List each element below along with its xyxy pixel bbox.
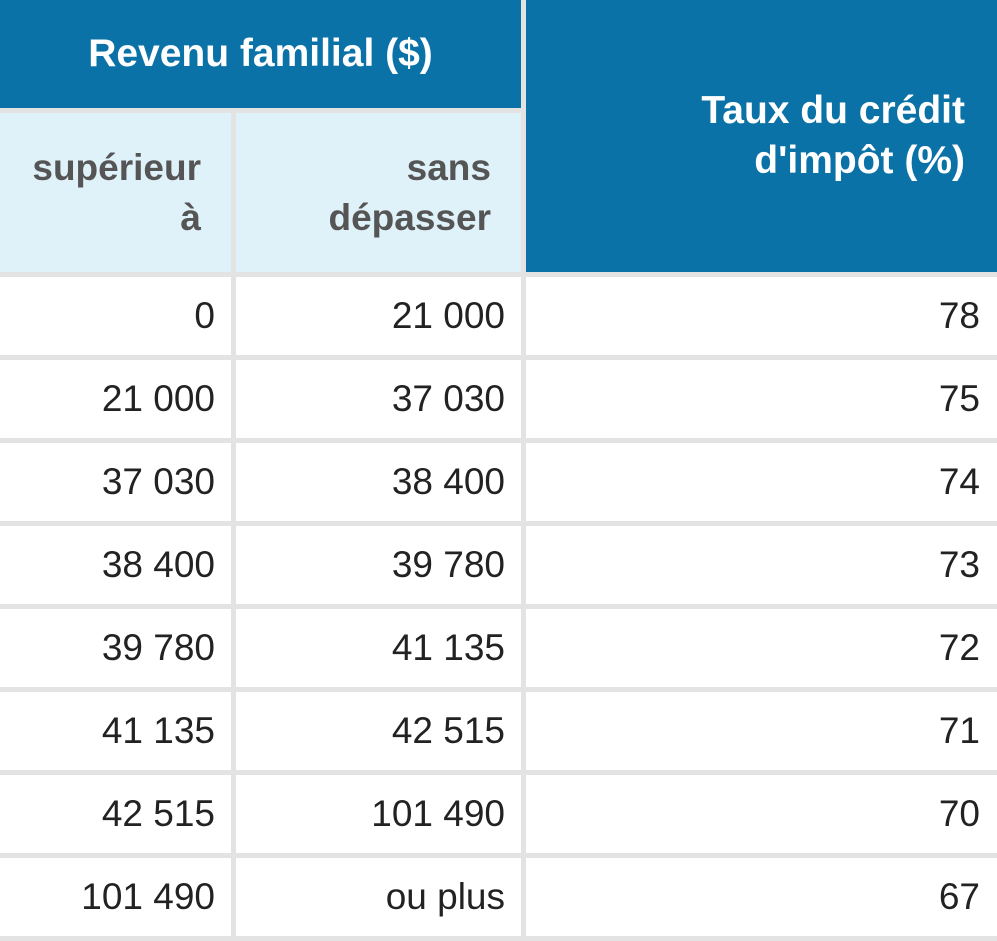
table-cell-upper: 101 490 (236, 775, 521, 853)
table-cell-upper: 42 515 (236, 692, 521, 770)
table-cell-lower: 38 400 (0, 526, 231, 604)
table-cell-rate: 75 (526, 360, 997, 438)
table-cell-lower: 21 000 (0, 360, 231, 438)
table-cell-lower: 0 (0, 277, 231, 355)
table-cell-upper: 37 030 (236, 360, 521, 438)
subheader-sans-depasser: sans dépasser (236, 113, 521, 272)
header-revenu-familial-label: Revenu familial ($) (88, 32, 433, 75)
table-cell-upper: 41 135 (236, 609, 521, 687)
table-cell-rate: 73 (526, 526, 997, 604)
table-cell-rate: 71 (526, 692, 997, 770)
header-taux-line2: d'impôt (%) (754, 139, 965, 182)
subheader-superieur: supérieur à (0, 113, 231, 272)
subheader-superieur-line2: à (180, 196, 201, 238)
table-cell-rate: 70 (526, 775, 997, 853)
table-cell-rate: 72 (526, 609, 997, 687)
table-cell-rate: 74 (526, 443, 997, 521)
table-cell-upper: 39 780 (236, 526, 521, 604)
header-taux-line1: Taux du crédit (701, 89, 965, 132)
table-cell-rate: 78 (526, 277, 997, 355)
table-cell-lower: 41 135 (0, 692, 231, 770)
subheader-sans-line1: sans (406, 146, 491, 188)
table-cell-upper: 21 000 (236, 277, 521, 355)
table-cell-lower: 37 030 (0, 443, 231, 521)
table-cell-upper: 38 400 (236, 443, 521, 521)
header-taux-credit: Taux du crédit d'impôt (%) (526, 0, 997, 272)
table-cell-lower: 101 490 (0, 858, 231, 936)
table-cell-lower: 39 780 (0, 609, 231, 687)
table-cell-rate: 67 (526, 858, 997, 936)
subheader-sans-line2: dépasser (328, 196, 492, 238)
table-cell-lower: 42 515 (0, 775, 231, 853)
subheader-superieur-line1: supérieur (32, 146, 201, 188)
table-cell-upper: ou plus (236, 858, 521, 936)
header-revenu-familial: Revenu familial ($) (0, 0, 521, 108)
